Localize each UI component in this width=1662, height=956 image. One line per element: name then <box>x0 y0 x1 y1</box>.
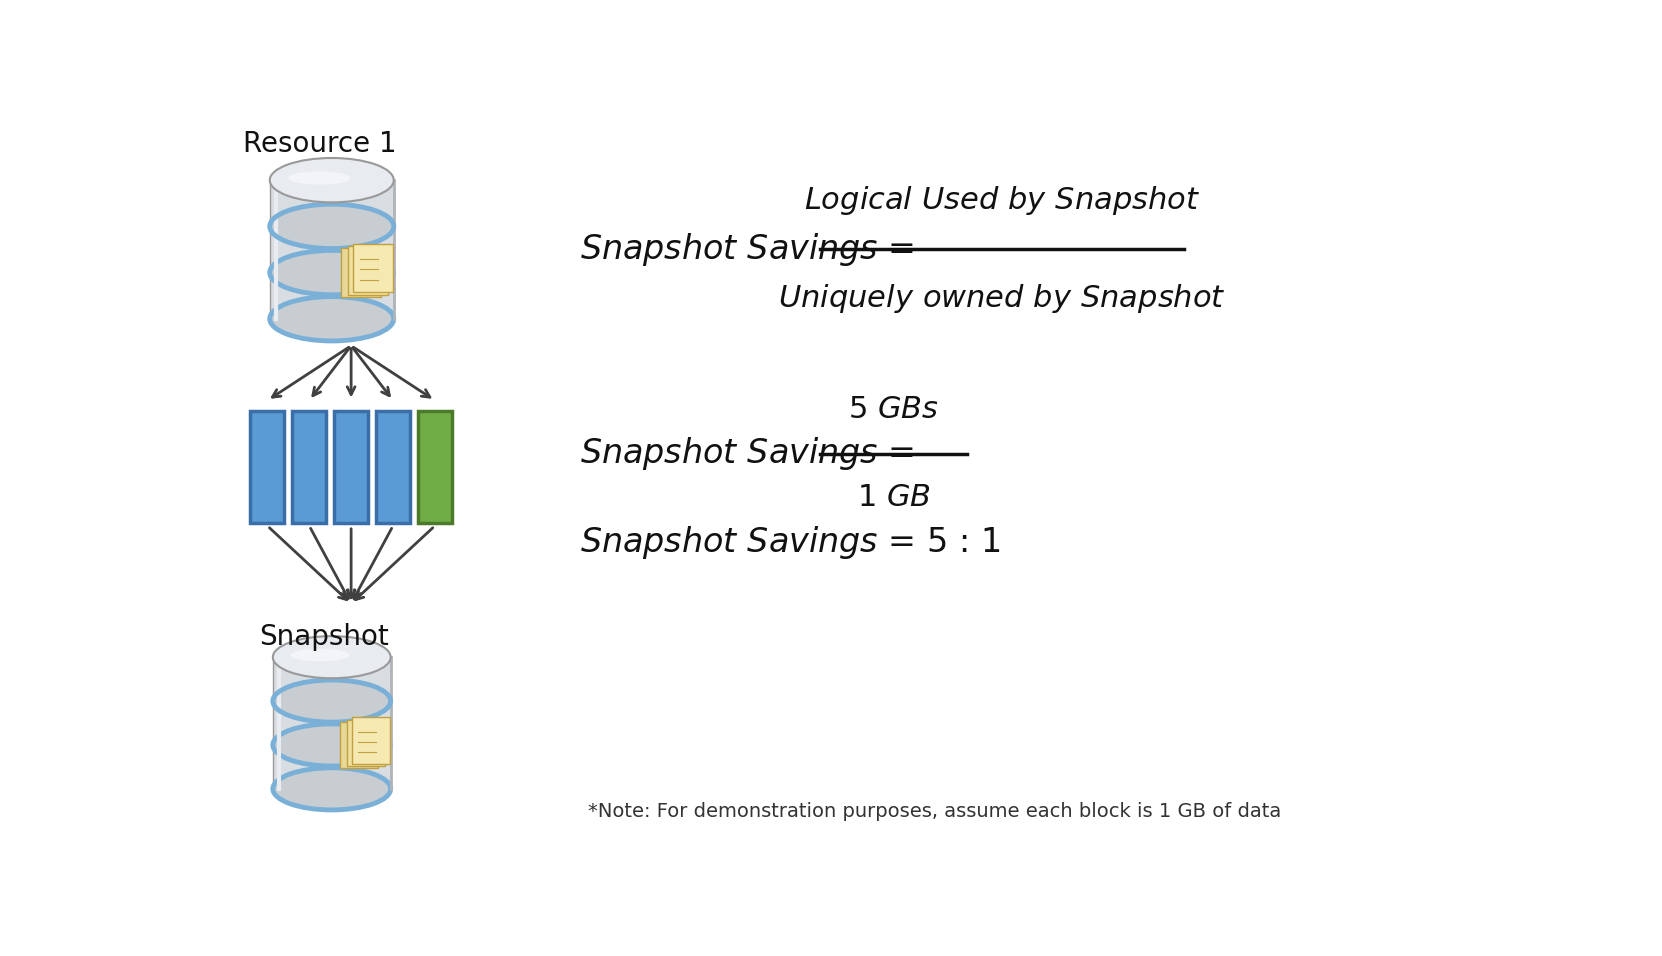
FancyBboxPatch shape <box>341 249 381 297</box>
FancyBboxPatch shape <box>347 720 386 766</box>
Ellipse shape <box>269 158 394 203</box>
Ellipse shape <box>269 205 394 249</box>
Bar <box>334 411 369 523</box>
Text: *Note: For demonstration purposes, assume each block is 1 GB of data: *Note: For demonstration purposes, assum… <box>587 802 1281 821</box>
Text: $\mathit{Snapshot\ Savings}$ =: $\mathit{Snapshot\ Savings}$ = <box>580 231 917 268</box>
Ellipse shape <box>288 171 351 185</box>
FancyBboxPatch shape <box>273 657 391 701</box>
Text: $\mathit{5\ GBs}$: $\mathit{5\ GBs}$ <box>848 395 939 424</box>
Ellipse shape <box>269 296 394 341</box>
Ellipse shape <box>273 724 391 766</box>
FancyBboxPatch shape <box>269 272 394 318</box>
FancyBboxPatch shape <box>273 745 391 789</box>
FancyBboxPatch shape <box>269 227 394 272</box>
Ellipse shape <box>273 636 391 678</box>
FancyBboxPatch shape <box>347 246 387 294</box>
FancyBboxPatch shape <box>352 244 392 293</box>
Text: Snapshot: Snapshot <box>259 623 389 651</box>
Bar <box>251 411 284 523</box>
Text: $\mathit{Uniquely\ owned\ by\ Snapshot}$: $\mathit{Uniquely\ owned\ by\ Snapshot}$ <box>778 282 1227 315</box>
Text: $\mathit{Snapshot\ Savings}$ =: $\mathit{Snapshot\ Savings}$ = <box>580 435 917 472</box>
Text: $\mathit{1\ GB}$: $\mathit{1\ GB}$ <box>856 483 931 511</box>
Text: $\mathit{Logical\ Used\ by\ Snapshot}$: $\mathit{Logical\ Used\ by\ Snapshot}$ <box>804 185 1200 217</box>
Text: $\mathit{Snapshot\ Savings}$ = 5 : 1: $\mathit{Snapshot\ Savings}$ = 5 : 1 <box>580 524 1001 560</box>
FancyBboxPatch shape <box>352 717 389 764</box>
FancyBboxPatch shape <box>341 722 379 768</box>
FancyBboxPatch shape <box>269 180 394 227</box>
Bar <box>293 411 326 523</box>
FancyBboxPatch shape <box>273 701 391 745</box>
Ellipse shape <box>269 250 394 294</box>
Ellipse shape <box>291 649 349 662</box>
Ellipse shape <box>273 768 391 810</box>
Text: Resource 1: Resource 1 <box>243 130 397 158</box>
Bar <box>376 411 411 523</box>
Bar <box>417 411 452 523</box>
Ellipse shape <box>273 680 391 722</box>
